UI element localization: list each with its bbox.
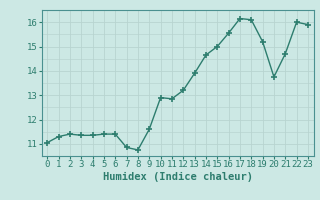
X-axis label: Humidex (Indice chaleur): Humidex (Indice chaleur) [103,172,252,182]
